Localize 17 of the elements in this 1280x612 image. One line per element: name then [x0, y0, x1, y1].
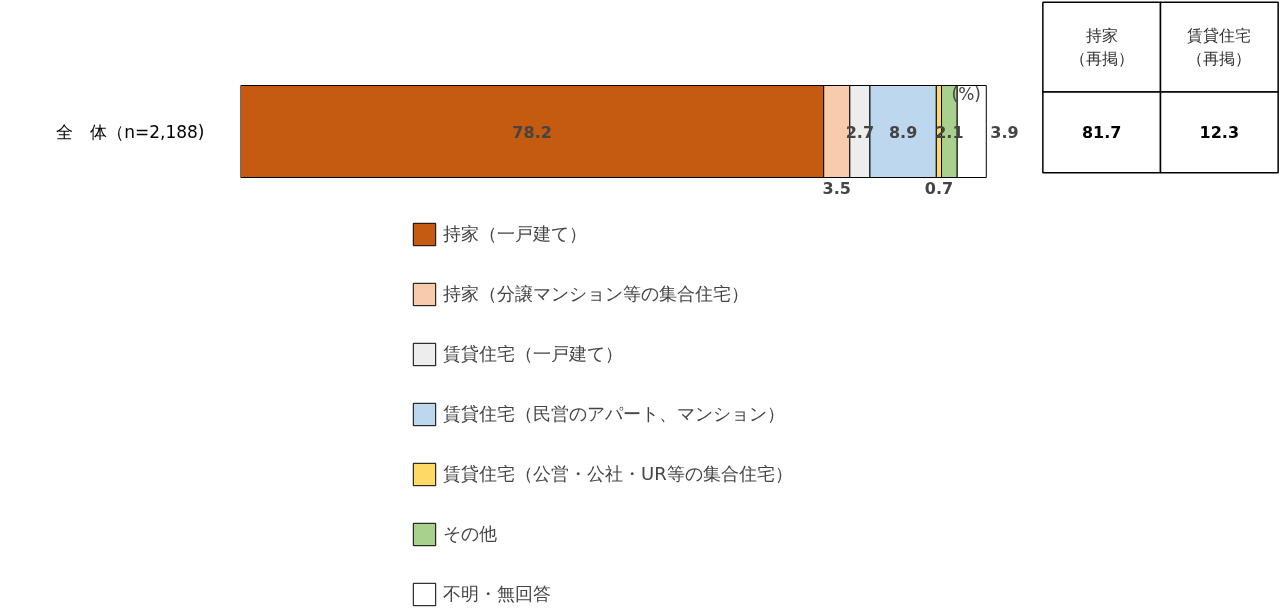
legend-label: 不明・無回答	[443, 582, 551, 606]
legend-label: 賃貸住宅（民営のアパート、マンション）	[443, 402, 785, 426]
legend-label: その他	[443, 522, 497, 546]
legend-label: 賃貸住宅（一戸建て）	[443, 342, 623, 366]
data-label: 8.9	[888, 122, 918, 142]
data-label: 81.7	[1081, 123, 1122, 143]
legend-label: 持家（分譲マンション等の集合住宅）	[443, 282, 749, 306]
data-label: 3.5	[822, 178, 851, 198]
category-label: 賃貸住宅（再掲）	[1187, 26, 1252, 69]
data-label: 78.2	[512, 122, 552, 142]
data-label: 12.3	[1199, 123, 1240, 143]
category-label: 持家（再掲）	[1069, 26, 1134, 69]
data-label: 3.9	[990, 122, 1019, 142]
legend-label: 持家（一戸建て）	[443, 222, 587, 246]
y-tick-label: 全 体（n=2,188)	[56, 121, 205, 142]
legend-label: 賃貸住宅（公営・公社・UR等の集合住宅）	[443, 462, 793, 486]
data-label: 0.7	[924, 178, 954, 198]
